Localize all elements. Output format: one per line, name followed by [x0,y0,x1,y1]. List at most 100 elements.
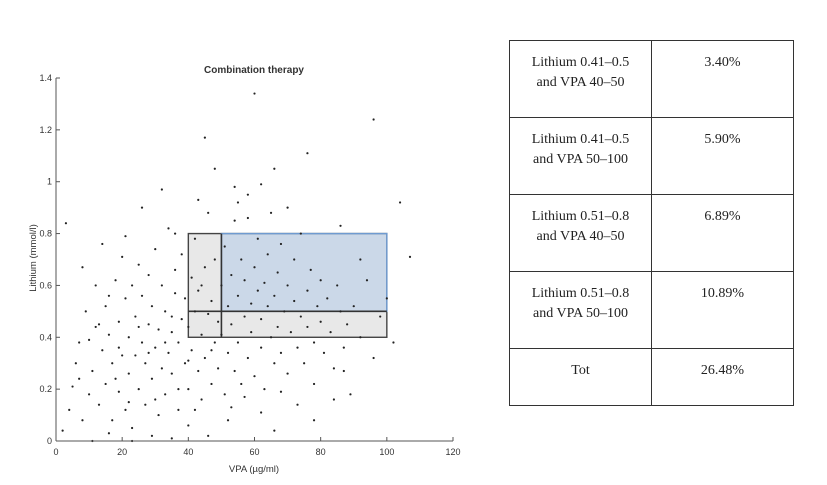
y-tick-label: 0.6 [39,280,52,290]
row-label: Lithium 0.41–0.5 and VPA 50–100 [509,117,652,195]
data-point [266,305,269,308]
data-point [170,315,173,318]
data-point [233,369,236,373]
data-point [144,403,147,406]
data-point [283,310,286,313]
data-point [319,279,322,282]
row-value: 3.40% [651,40,794,118]
data-point [279,242,283,246]
results-table: Lithium 0.41–0.5 and VPA 40–50 3.40% Lit… [509,40,794,406]
x-tick-label: 80 [316,447,326,457]
data-point [140,294,144,297]
data-point [140,206,144,209]
data-point [273,429,276,432]
data-point [160,367,163,370]
data-point [190,276,193,279]
data-point [346,323,349,326]
data-point [220,284,223,287]
data-point [246,356,249,360]
data-point [157,328,160,331]
data-point [316,305,319,308]
y-tick-label: 0.2 [39,384,52,394]
data-point [180,318,183,321]
chart-title: Combination therapy [204,65,304,76]
total-label: Tot [509,348,652,406]
data-point [253,92,256,95]
data-point [220,333,223,336]
data-point [359,336,362,339]
data-point [312,341,316,344]
data-point [293,258,296,261]
data-point [124,408,127,411]
y-ticks: 0 0.2 0.4 0.6 0.8 1 1.2 1.4 [39,73,60,446]
data-point [250,302,253,305]
data-point [197,289,200,292]
data-point [260,183,263,186]
data-point [61,429,64,432]
data-point [306,325,309,329]
data-point [230,323,233,326]
data-point [379,315,382,318]
data-point [147,323,150,326]
data-point [263,388,266,391]
table-row: Lithium 0.51–0.8 and VPA 40–50 6.89% [509,194,794,272]
data-point [160,188,163,191]
x-tick-label: 20 [117,447,127,457]
data-point [319,320,322,323]
data-point [279,390,283,393]
table-row: Lithium 0.51–0.8 and VPA 50–100 10.89% [509,271,794,349]
x-tick-label: 100 [379,447,394,457]
data-point [273,294,276,297]
data-point [243,279,246,282]
data-point [127,372,130,375]
data-point [154,248,157,251]
data-point [299,232,302,235]
data-point [74,362,77,365]
data-point [253,375,256,378]
row-value: 10.89% [651,271,794,349]
data-point [174,292,177,295]
data-point [130,284,134,287]
data-point [326,297,329,300]
data-point [140,341,144,344]
data-point [177,408,180,411]
data-point [117,390,120,393]
x-tick-label: 0 [53,447,58,457]
data-point [226,305,230,308]
data-point [160,284,163,287]
data-point [170,372,173,375]
y-tick-label: 1.4 [39,73,52,83]
data-point [154,346,157,349]
y-tick-label: 0.8 [39,229,52,239]
data-point [392,341,395,344]
data-point [233,185,236,188]
data-point [217,367,220,370]
data-point [306,152,309,155]
data-point [246,216,249,220]
data-point [177,341,180,344]
data-point [226,351,230,354]
data-point [187,424,190,427]
data-point [68,408,71,411]
data-point [167,227,170,230]
data-point [236,341,240,344]
data-point [309,268,312,271]
data-point [107,294,111,297]
data-point [87,393,91,396]
data-point [174,268,177,271]
data-point [150,377,154,380]
data-point [134,315,137,318]
data-point [223,245,226,248]
data-point [256,289,259,292]
data-point [352,305,355,308]
data-point [150,305,154,308]
data-point [289,331,292,334]
data-point [246,193,249,196]
data-point [127,401,130,404]
data-point [164,310,167,313]
data-point [91,369,94,373]
data-point [147,273,150,277]
data-point [250,331,253,334]
data-point [127,336,130,339]
data-point [279,351,283,354]
